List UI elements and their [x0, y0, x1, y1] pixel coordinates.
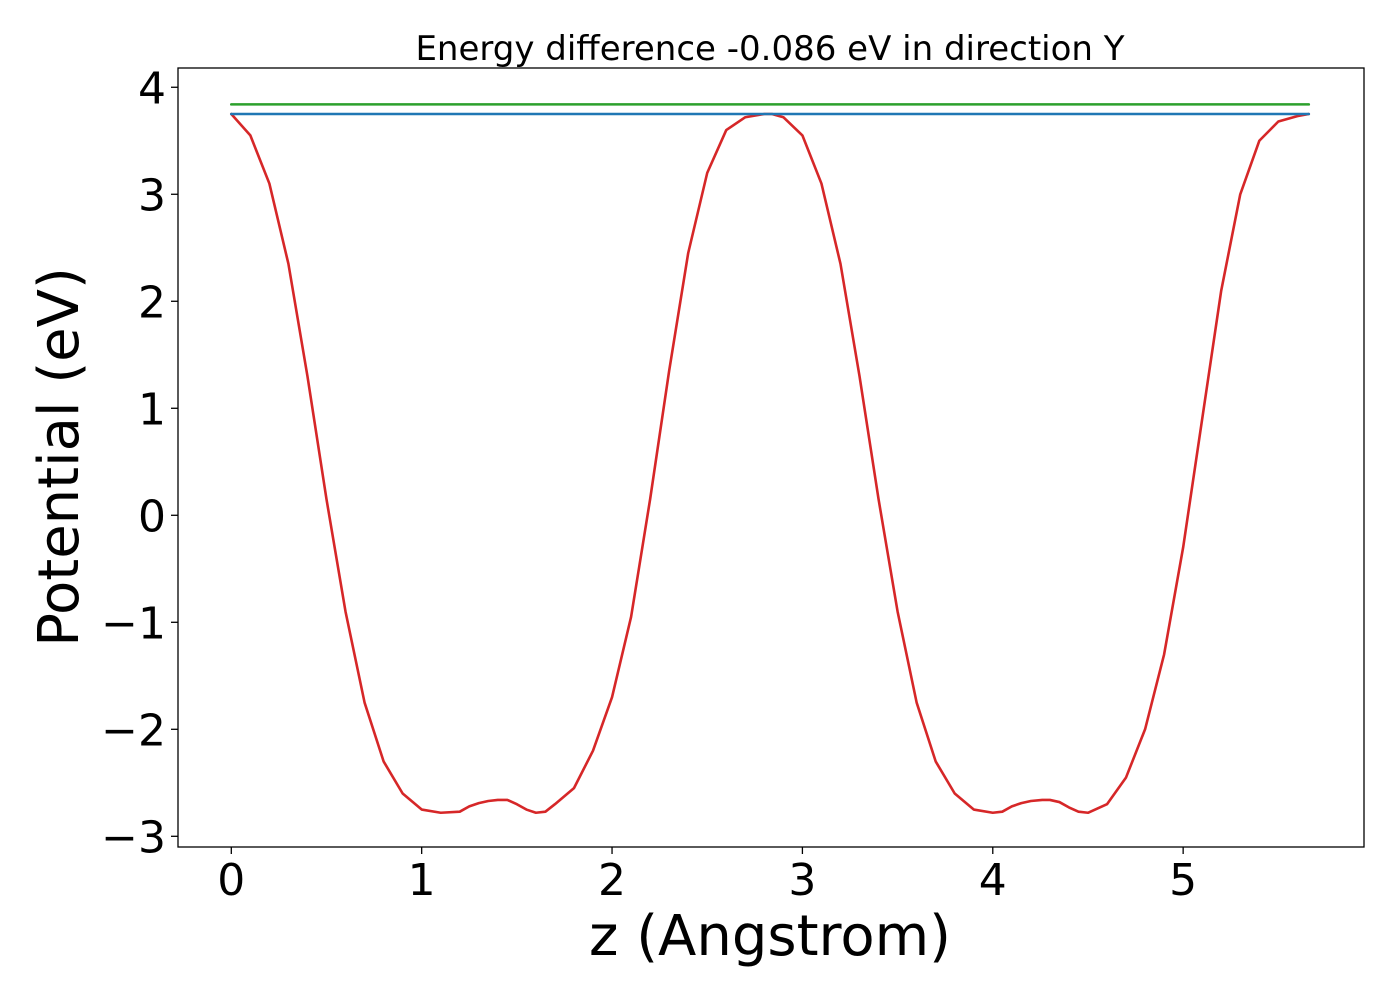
y-tick-label: 3: [138, 170, 166, 221]
y-axis-ticks: −3 −2 −1 0 1 2 3 4: [101, 63, 178, 863]
x-tick-label: 0: [217, 855, 245, 906]
y-tick-label: 2: [138, 277, 166, 328]
y-tick-label: −1: [101, 598, 166, 649]
potential-curve-line: [230, 112, 1311, 815]
x-tick-label: 5: [1169, 855, 1197, 906]
y-tick-label: 4: [138, 63, 166, 114]
y-axis-label: Potential (eV): [27, 267, 92, 647]
x-tick-label: 2: [598, 855, 626, 906]
y-tick-label: 1: [138, 384, 166, 435]
x-axis-ticks: 0 1 2 3 4 5: [217, 847, 1197, 906]
y-tick-label: −2: [101, 705, 166, 756]
plot-area: [177, 67, 1365, 848]
x-tick-label: 4: [979, 855, 1007, 906]
x-axis-label: z (Angstrom): [589, 904, 951, 969]
x-tick-label: 3: [788, 855, 816, 906]
plot-frame: [177, 67, 1365, 848]
y-tick-label: −3: [101, 812, 166, 863]
chart-title: Energy difference -0.086 eV in direction…: [415, 29, 1124, 69]
x-tick-label: 1: [408, 855, 436, 906]
y-tick-label: 0: [138, 491, 166, 542]
